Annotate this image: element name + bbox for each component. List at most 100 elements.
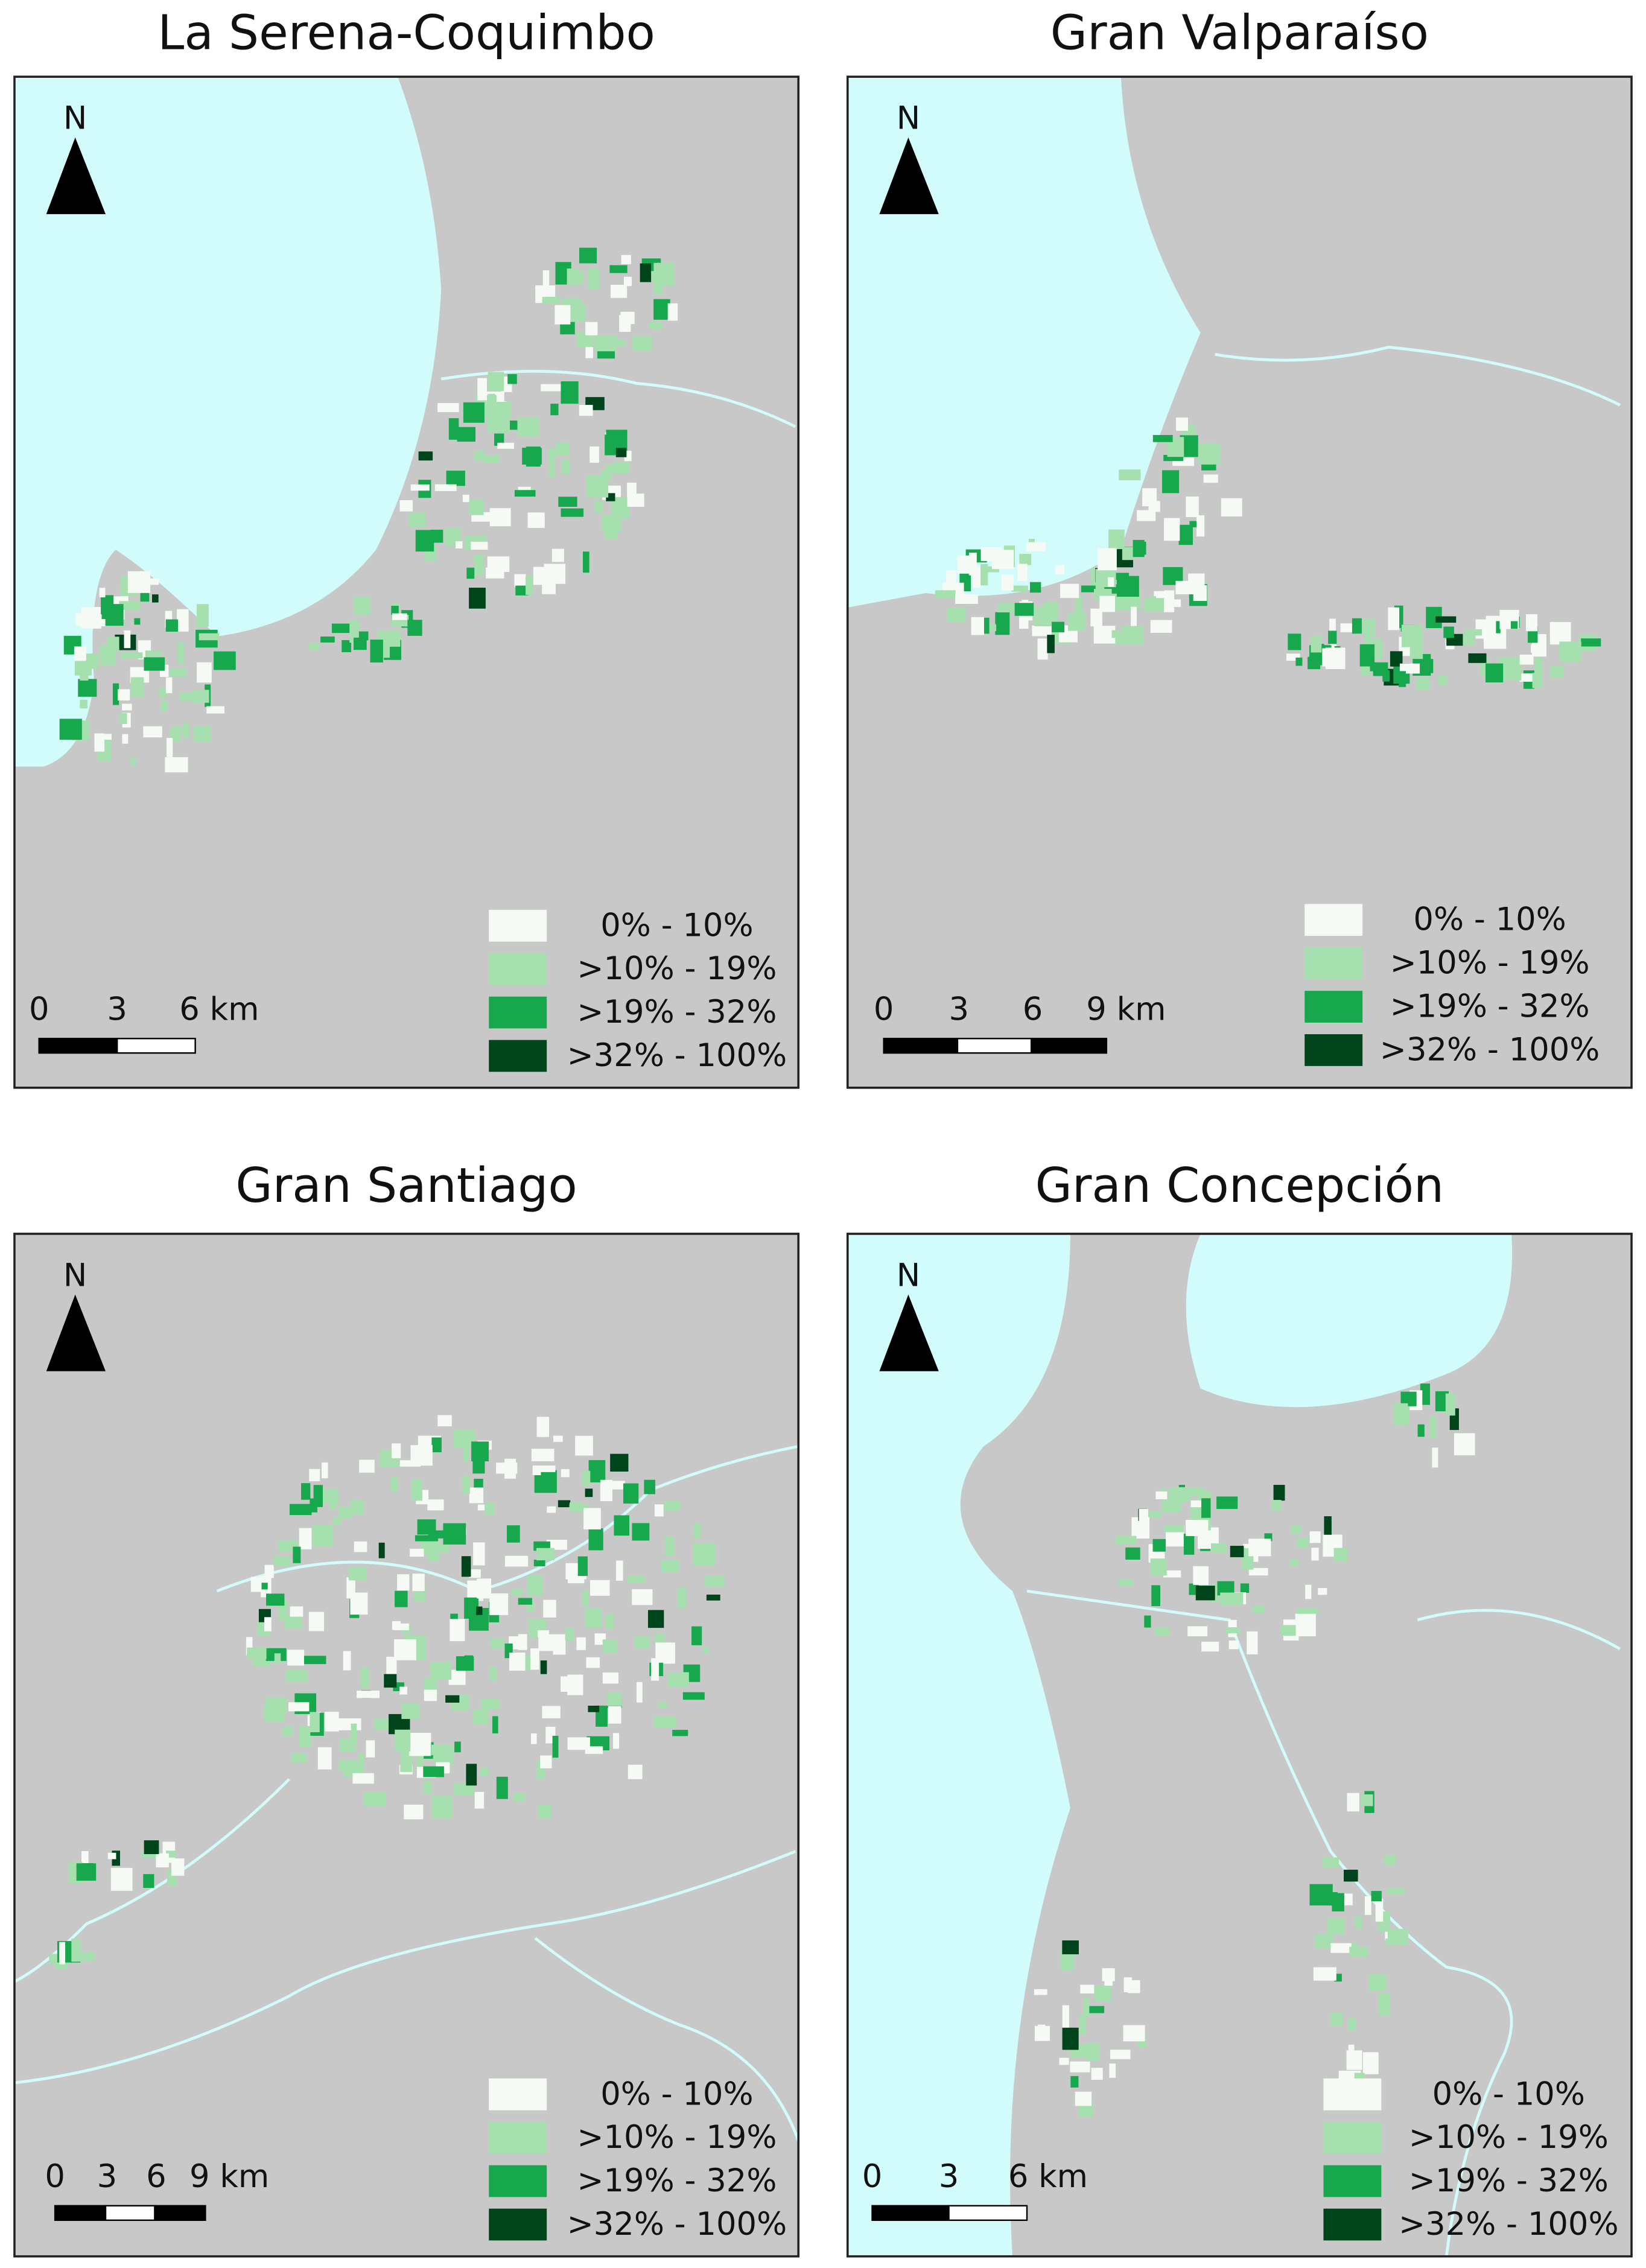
urban-block: [325, 1712, 339, 1732]
urban-block: [1247, 1631, 1258, 1654]
legend-label: >32% - 100%: [1380, 1032, 1600, 1069]
urban-block: [264, 1564, 274, 1578]
urban-block: [1432, 1447, 1438, 1468]
urban-block: [473, 1709, 489, 1725]
urban-block: [197, 604, 209, 627]
urban-block: [417, 1519, 436, 1535]
urban-block: [1330, 2013, 1343, 2026]
legend-swatch: [489, 2121, 547, 2154]
urban-block: [628, 1764, 643, 1779]
urban-block: [454, 1783, 474, 1796]
urban-block: [541, 1472, 557, 1491]
urban-block: [1081, 585, 1096, 592]
urban-block: [412, 1574, 425, 1592]
urban-block: [1333, 1548, 1348, 1561]
panel-frame: [846, 75, 1633, 1089]
urban-block: [477, 378, 487, 401]
urban-block: [582, 1470, 591, 1486]
urban-block: [386, 1656, 397, 1676]
urban-block: [462, 1476, 470, 1494]
urban-block: [431, 1437, 442, 1452]
urban-block: [1417, 1424, 1425, 1437]
urban-block: [1164, 1525, 1184, 1533]
scale-label: 9 km: [189, 2158, 269, 2195]
urban-block: [561, 459, 570, 474]
urban-block: [165, 757, 188, 773]
urban-block: [1216, 1496, 1238, 1509]
urban-block: [542, 270, 550, 289]
urban-block: [605, 464, 626, 474]
urban-block: [119, 713, 127, 724]
urban-block: [166, 738, 173, 757]
urban-block: [410, 484, 430, 491]
urban-block: [1152, 1539, 1166, 1552]
urban-block: [1026, 542, 1046, 551]
urban-block: [247, 1647, 267, 1659]
urban-block: [612, 1733, 620, 1749]
urban-block: [1123, 2025, 1145, 2042]
urban-block: [658, 1701, 667, 1709]
panel-title: Gran Santiago: [235, 1158, 577, 1213]
urban-block: [542, 1706, 561, 1718]
urban-block: [144, 1840, 159, 1854]
urban-block: [450, 1619, 465, 1642]
legend-label: 0% - 10%: [600, 2076, 753, 2112]
urban-block: [404, 1805, 424, 1820]
urban-block: [654, 1634, 666, 1643]
urban-block: [461, 1556, 471, 1577]
urban-block: [80, 699, 87, 709]
urban-block: [558, 497, 577, 507]
urban-block: [171, 726, 183, 734]
urban-block: [1347, 1793, 1359, 1812]
urban-block: [1420, 1383, 1431, 1405]
urban-block: [320, 636, 335, 643]
scale-label: 6 km: [179, 991, 259, 1028]
urban-block: [1211, 1543, 1227, 1553]
urban-block: [624, 451, 632, 462]
urban-block: [1109, 2063, 1116, 2078]
urban-block: [1361, 1794, 1373, 1806]
urban-block: [1133, 539, 1145, 557]
urban-block: [309, 643, 320, 650]
urban-block: [293, 1546, 301, 1563]
urban-block: [1534, 657, 1543, 676]
scale-label: 6: [146, 2158, 167, 2195]
urban-block: [1348, 2044, 1355, 2051]
urban-block: [1416, 677, 1430, 690]
urban-block: [542, 296, 560, 303]
urban-block: [702, 1647, 710, 1653]
urban-block: [75, 613, 89, 626]
urban-block: [332, 1517, 342, 1525]
urban-block: [399, 1460, 421, 1467]
map-panel: La Serena-Coquimbo N 0% - 10% >10% - 19% >19…: [13, 5, 800, 1089]
urban-block: [1178, 524, 1193, 545]
urban-block: [468, 499, 484, 515]
urban-block: [1280, 1625, 1296, 1636]
urban-block: [55, 1963, 67, 1970]
urban-block: [479, 1767, 488, 1776]
urban-block: [437, 403, 459, 413]
urban-block: [397, 1574, 410, 1591]
urban-block: [632, 1589, 653, 1606]
urban-block: [577, 1556, 588, 1576]
urban-block: [1217, 1581, 1234, 1596]
urban-block: [1362, 2052, 1379, 2074]
urban-block: [1228, 1641, 1239, 1650]
urban-block: [533, 1560, 545, 1566]
urban-block: [488, 372, 504, 392]
urban-block: [1104, 1977, 1113, 1986]
urban-block: [1198, 443, 1221, 465]
urban-block: [1549, 621, 1571, 645]
urban-block: [274, 1653, 281, 1665]
urban-block: [177, 609, 189, 632]
urban-block: [660, 1559, 679, 1572]
urban-block: [349, 620, 359, 643]
urban-block: [971, 617, 984, 635]
urban-block: [647, 1610, 664, 1628]
legend-swatch: [489, 2165, 547, 2197]
urban-block: [1364, 626, 1370, 647]
urban-block: [119, 601, 141, 611]
scale-label: 3: [97, 2158, 118, 2195]
urban-block: [556, 442, 570, 456]
urban-block: [350, 1500, 364, 1515]
